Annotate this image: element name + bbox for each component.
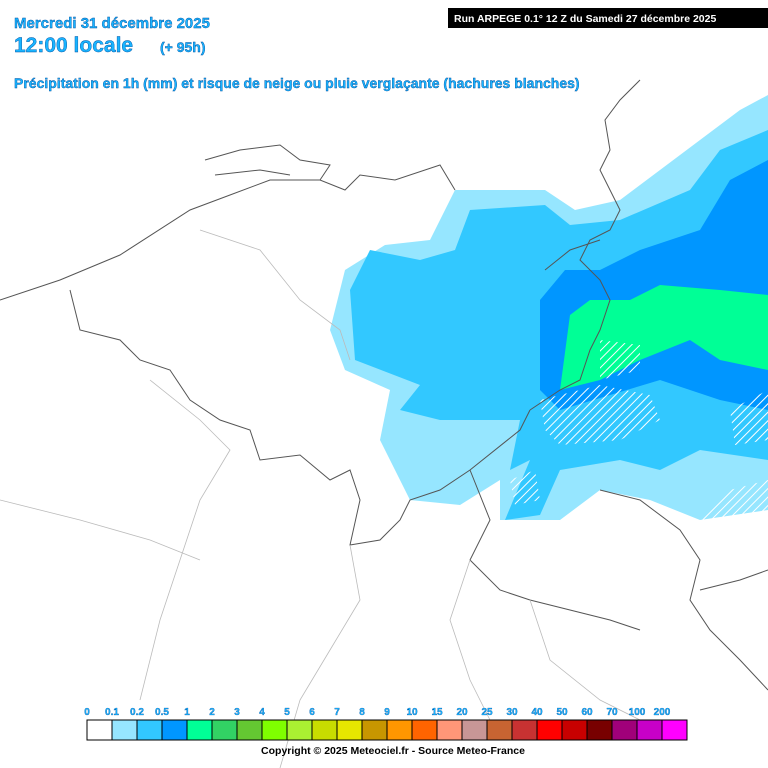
legend-label: 0.5 xyxy=(155,707,169,718)
legend-label: 50 xyxy=(556,707,568,718)
legend-label: 4 xyxy=(259,707,265,718)
legend-label: 20 xyxy=(456,707,468,718)
legend-label: 8 xyxy=(359,707,365,718)
legend-label: 200 xyxy=(654,707,671,718)
legend-label: 70 xyxy=(606,707,618,718)
legend-swatch xyxy=(136,719,163,741)
precipitation xyxy=(330,95,768,555)
legend-label: 1 xyxy=(184,707,190,718)
legend-swatch xyxy=(561,719,588,741)
legend-swatch xyxy=(586,719,613,741)
legend-swatch xyxy=(436,719,463,741)
legend-label: 15 xyxy=(431,707,443,718)
copyright: Copyright © 2025 Meteociel.fr - Source M… xyxy=(261,745,525,757)
legend-swatch xyxy=(161,719,188,741)
legend-swatch xyxy=(636,719,663,741)
legend-label: 100 xyxy=(629,707,646,718)
legend-swatch xyxy=(86,719,113,741)
borders xyxy=(0,79,768,768)
legend-label: 25 xyxy=(481,707,493,718)
legend-label: 10 xyxy=(406,707,418,718)
legend-label: 0.1 xyxy=(105,707,119,718)
legend-swatch xyxy=(461,719,488,741)
legend-swatch xyxy=(536,719,563,741)
legend-swatch xyxy=(186,719,213,741)
legend-swatch xyxy=(511,719,538,741)
legend-swatch xyxy=(486,719,513,741)
date: Mercredi 31 décembre 2025 xyxy=(14,15,210,32)
run-info: Run ARPEGE 0.1° 12 Z du Samedi 27 décemb… xyxy=(454,13,716,25)
legend-swatch xyxy=(611,719,638,741)
legend-label: 2 xyxy=(209,707,215,718)
legend-swatch xyxy=(236,719,263,741)
legend-swatch xyxy=(111,719,138,741)
lead: (+ 95h) xyxy=(160,39,206,55)
legend-swatch xyxy=(286,719,313,741)
legend-label: 5 xyxy=(284,707,290,718)
legend-swatch xyxy=(661,719,688,741)
legend-label: 0.2 xyxy=(130,707,144,718)
legend-label: 3 xyxy=(234,707,240,718)
legend-label: 6 xyxy=(309,707,315,718)
legend-label: 30 xyxy=(506,707,518,718)
legend-swatch xyxy=(336,719,363,741)
legend-swatch xyxy=(386,719,413,741)
legend-label: 40 xyxy=(531,707,543,718)
run-box xyxy=(448,8,768,28)
legend: 0 0.1 0.2 0.5 1 2 3 4 5 6 7 8 9 10 15 20 25 30 40 50 60 70 100… xyxy=(84,707,688,741)
legend-swatch xyxy=(311,719,338,741)
subtitle: Précipitation en 1h (mm) et risque de ne… xyxy=(14,75,580,91)
legend-swatch xyxy=(211,719,238,741)
legend-swatch xyxy=(411,719,438,741)
legend-swatch xyxy=(361,719,388,741)
legend-label: 7 xyxy=(334,707,340,718)
legend-label: 0 xyxy=(84,707,90,718)
legend-label: 9 xyxy=(384,707,390,718)
legend-label: 60 xyxy=(581,707,593,718)
time: 12:00 locale xyxy=(14,34,133,57)
legend-swatch xyxy=(261,719,288,741)
